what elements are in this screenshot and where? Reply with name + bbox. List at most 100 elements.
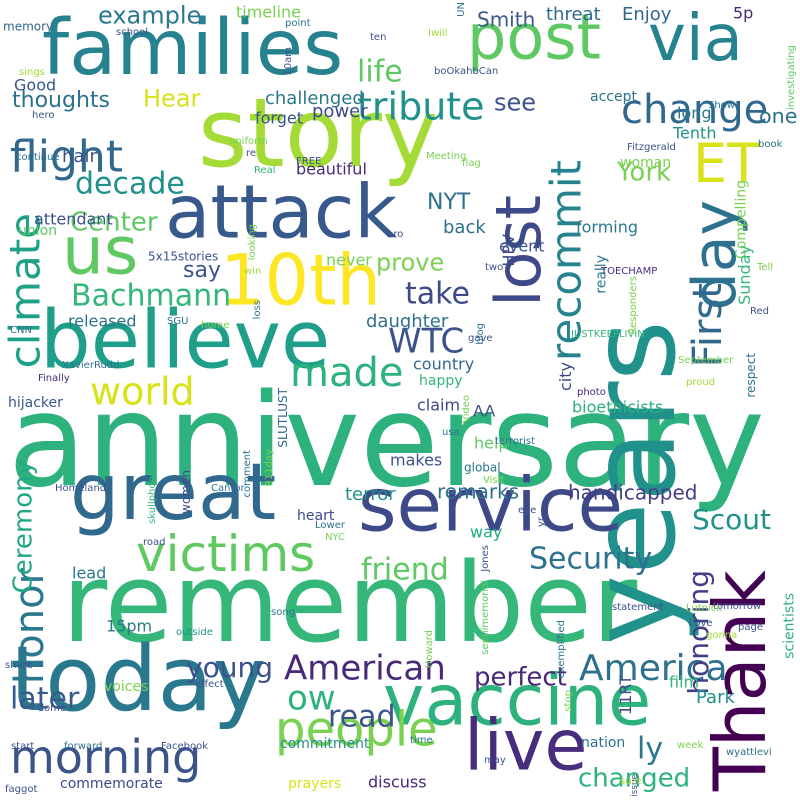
cloud-word: Tenth bbox=[672, 123, 716, 142]
cloud-word: loss bbox=[252, 300, 263, 319]
cloud-word: women bbox=[179, 470, 193, 514]
cloud-word: issue bbox=[630, 774, 640, 797]
cloud-word: school bbox=[116, 27, 148, 38]
cloud-word: families bbox=[42, 3, 343, 93]
cloud-word: JUSTKEEPLIVIN bbox=[570, 329, 645, 340]
cloud-word: proud bbox=[686, 377, 715, 388]
cloud-word: union bbox=[18, 223, 57, 239]
cloud-word: see bbox=[494, 89, 536, 117]
cloud-word: honor bbox=[7, 567, 53, 684]
cloud-word: Show bbox=[708, 100, 735, 111]
cloud-word: ly bbox=[637, 731, 663, 766]
cloud-word: gave bbox=[468, 333, 493, 344]
cloud-word: lead bbox=[72, 563, 106, 582]
cloud-word: HPV bbox=[499, 234, 518, 267]
cloud-word: Security bbox=[529, 541, 652, 576]
cloud-word: terror bbox=[345, 484, 396, 505]
cloud-word: eve bbox=[518, 505, 536, 516]
cloud-word: hero bbox=[32, 110, 55, 121]
cloud-word: global bbox=[464, 460, 501, 474]
cloud-word: years bbox=[564, 320, 702, 645]
cloud-word: lost bbox=[482, 195, 555, 307]
cloud-word: power bbox=[312, 101, 368, 122]
cloud-word: WTC bbox=[388, 322, 464, 362]
cloud-word: Finally bbox=[38, 373, 70, 384]
cloud-word: Homeland bbox=[55, 483, 106, 494]
cloud-word: sings bbox=[19, 67, 45, 78]
cloud-word: read bbox=[328, 699, 396, 734]
cloud-word: changed bbox=[578, 763, 690, 793]
cloud-word: photo bbox=[577, 387, 606, 398]
cloud-word: FREE bbox=[296, 156, 321, 167]
cloud-word: forget bbox=[255, 108, 303, 127]
cloud-word: CNN bbox=[10, 325, 32, 336]
cloud-word: hijacker bbox=[8, 395, 63, 411]
cloud-word: film bbox=[669, 672, 699, 691]
cloud-word: NYC bbox=[325, 532, 345, 543]
cloud-word: Good bbox=[14, 75, 56, 94]
cloud-word: honoring bbox=[682, 570, 715, 695]
cloud-word: exemplified bbox=[556, 620, 567, 678]
cloud-word: discuss bbox=[368, 772, 427, 791]
cloud-word: morning bbox=[10, 730, 201, 784]
cloud-word: Facebook bbox=[161, 741, 208, 752]
cloud-word: tomorrow bbox=[713, 601, 761, 612]
cloud-word: long bbox=[677, 103, 712, 122]
cloud-word: 15pm bbox=[106, 616, 152, 635]
cloud-word: SLUTLUST bbox=[276, 387, 290, 447]
cloud-word: 10am bbox=[283, 47, 294, 76]
cloud-word: life bbox=[357, 54, 403, 89]
cloud-word: later bbox=[10, 681, 80, 716]
cloud-word: America bbox=[579, 648, 728, 689]
cloud-word: yr bbox=[536, 516, 547, 527]
cloud-word: climate bbox=[0, 213, 49, 368]
cloud-word: looking bbox=[247, 224, 258, 260]
cloud-word: point bbox=[285, 18, 311, 29]
cloud-word: Smith bbox=[477, 8, 535, 32]
cloud-word: accept bbox=[590, 89, 637, 105]
cloud-word: Visit bbox=[483, 475, 504, 486]
cloud-word: share bbox=[5, 660, 33, 671]
cloud-word: perfect bbox=[474, 662, 567, 692]
cloud-word: believe bbox=[40, 293, 330, 386]
cloud-word: Ceremony bbox=[8, 460, 38, 593]
cloud-word: thoughts bbox=[12, 88, 110, 113]
cloud-word: Park bbox=[696, 687, 735, 708]
cloud-word: Cantor bbox=[211, 483, 245, 494]
cloud-word: forward bbox=[64, 741, 102, 752]
cloud-word: tribute bbox=[357, 85, 485, 129]
cloud-word: ten bbox=[370, 32, 386, 43]
cloud-word: wyattlevi bbox=[726, 747, 772, 758]
cloud-word: recommit bbox=[541, 160, 590, 361]
cloud-word: blog bbox=[475, 323, 486, 345]
cloud-word: bro bbox=[387, 229, 403, 240]
cloud-word: made bbox=[290, 350, 403, 396]
cloud-word: commemorate bbox=[60, 776, 163, 792]
cloud-word: flight bbox=[10, 131, 123, 182]
cloud-word: effect bbox=[195, 679, 224, 690]
cloud-word: attendant bbox=[34, 209, 113, 228]
cloud-word: Love bbox=[689, 618, 713, 629]
cloud-word: XavierRudd bbox=[62, 360, 119, 371]
cloud-word: day bbox=[680, 200, 750, 310]
cloud-word: AA bbox=[473, 401, 495, 420]
cloud-word: via bbox=[648, 2, 743, 76]
cloud-word: heart bbox=[297, 508, 335, 524]
cloud-word: stop bbox=[563, 690, 574, 712]
cloud-word: flag bbox=[462, 158, 481, 169]
cloud-word: claim bbox=[417, 395, 460, 414]
cloud-word: today bbox=[10, 627, 266, 732]
cloud-word: change bbox=[621, 87, 768, 133]
cloud-word: help bbox=[474, 433, 509, 452]
cloud-word: young bbox=[186, 651, 273, 684]
cloud-word: Thank bbox=[698, 570, 782, 792]
cloud-word: Tell bbox=[756, 262, 773, 273]
cloud-word: timeline bbox=[236, 2, 301, 21]
cloud-word: voices bbox=[104, 679, 148, 695]
cloud-word: investigating bbox=[786, 45, 797, 110]
cloud-word: York bbox=[616, 157, 671, 187]
cloud-word: September bbox=[678, 355, 734, 366]
cloud-word: two bbox=[485, 262, 503, 273]
cloud-word: Compelling bbox=[733, 180, 749, 259]
